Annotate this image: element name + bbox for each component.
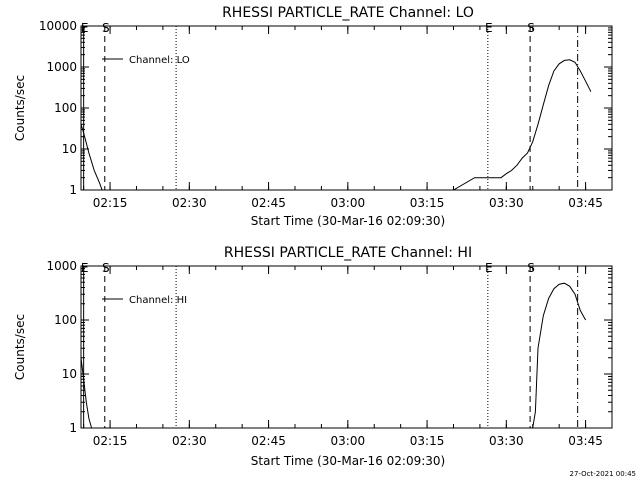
panel-lo: RHESSI PARTICLE_RATE Channel: LO Start T… — [13, 5, 613, 228]
chart-title-lo: RHESSI PARTICLE_RATE Channel: LO — [222, 5, 474, 21]
plot-frame-hi — [80, 265, 613, 429]
y-tick-label-1: 10 — [62, 367, 77, 381]
x-tick-label-5: 03:30 — [489, 196, 524, 210]
chart-title-hi: RHESSI PARTICLE_RATE Channel: HI — [224, 245, 472, 261]
event-marker-label-4: S — [527, 21, 535, 35]
x-tick-label-3: 03:00 — [331, 434, 366, 448]
x-tick-label-5: 03:30 — [489, 434, 524, 448]
event-marker-label-1: S — [102, 261, 110, 275]
legend-label-lo: Channel: LO — [129, 55, 190, 66]
x-tick-label-2: 02:45 — [251, 434, 286, 448]
y-axis-label-hi: Counts/sec — [13, 314, 27, 380]
event-marker-label-3: E — [485, 261, 493, 275]
x-tick-label-1: 02:30 — [172, 196, 207, 210]
y-tick-label-2: 100 — [54, 101, 77, 115]
tick-group-lo: 02:15 02:30 02:45 03:00 03:15 03:30 03:45 1 10 10… — [39, 19, 613, 210]
y-tick-label-0: 1 — [69, 183, 77, 197]
x-tick-label-0: 02:15 — [93, 434, 128, 448]
y-tick-label-2: 100 — [54, 313, 77, 327]
y-tick-label-4: 10000 — [39, 19, 77, 33]
panel-hi: RHESSI PARTICLE_RATE Channel: HI Start T… — [13, 245, 613, 468]
plot-frame-lo — [80, 25, 613, 191]
y-tick-label-1: 10 — [62, 142, 77, 156]
event-marker-label-4: S — [527, 261, 535, 275]
event-marker-label-3: E — [485, 21, 493, 35]
footer-timestamp: 27-Oct-2021 00:45 — [570, 470, 636, 478]
x-axis-label-lo: Start Time (30-Mar-16 02:09:30) — [251, 214, 445, 228]
x-axis-label-hi: Start Time (30-Mar-16 02:09:30) — [251, 454, 445, 468]
y-tick-label-3: 1000 — [46, 60, 77, 74]
y-axis-label-lo: Counts/sec — [13, 75, 27, 141]
x-tick-label-6: 03:45 — [568, 434, 603, 448]
x-tick-label-2: 02:45 — [251, 196, 286, 210]
x-tick-label-4: 03:15 — [410, 434, 445, 448]
x-tick-label-6: 03:45 — [568, 196, 603, 210]
event-marker-label-0: E — [81, 261, 89, 275]
tick-group-hi: 02:15 02:30 02:45 03:00 03:15 03:30 03:45 1 10 10… — [46, 259, 613, 448]
y-tick-label-3: 1000 — [46, 259, 77, 273]
x-tick-label-1: 02:30 — [172, 434, 207, 448]
x-tick-label-4: 03:15 — [410, 196, 445, 210]
legend-label-hi: Channel: HI — [129, 295, 187, 306]
series-line-lo — [80, 59, 592, 191]
x-tick-label-0: 02:15 — [93, 196, 128, 210]
event-marker-label-0: E — [81, 21, 89, 35]
series-line-hi — [80, 282, 587, 429]
x-tick-label-3: 03:00 — [331, 196, 366, 210]
event-marker-label-1: S — [102, 21, 110, 35]
y-tick-label-0: 1 — [69, 421, 77, 435]
